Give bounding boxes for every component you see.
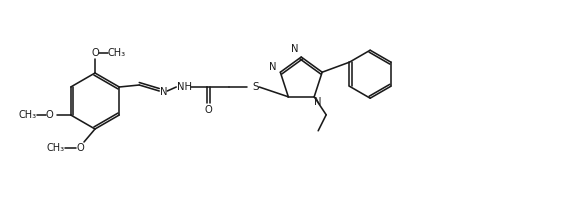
- Text: N: N: [269, 62, 276, 72]
- Text: N: N: [291, 44, 299, 54]
- Text: CH₃: CH₃: [108, 48, 126, 58]
- Text: NH: NH: [177, 82, 192, 92]
- Text: O: O: [205, 105, 213, 115]
- Text: O: O: [76, 143, 84, 153]
- Text: N: N: [315, 97, 322, 107]
- Text: CH₃: CH₃: [19, 110, 37, 120]
- Text: CH₃: CH₃: [47, 143, 65, 153]
- Text: O: O: [46, 110, 54, 120]
- Text: S: S: [252, 82, 259, 92]
- Text: O: O: [91, 48, 99, 58]
- Text: N: N: [160, 87, 168, 97]
